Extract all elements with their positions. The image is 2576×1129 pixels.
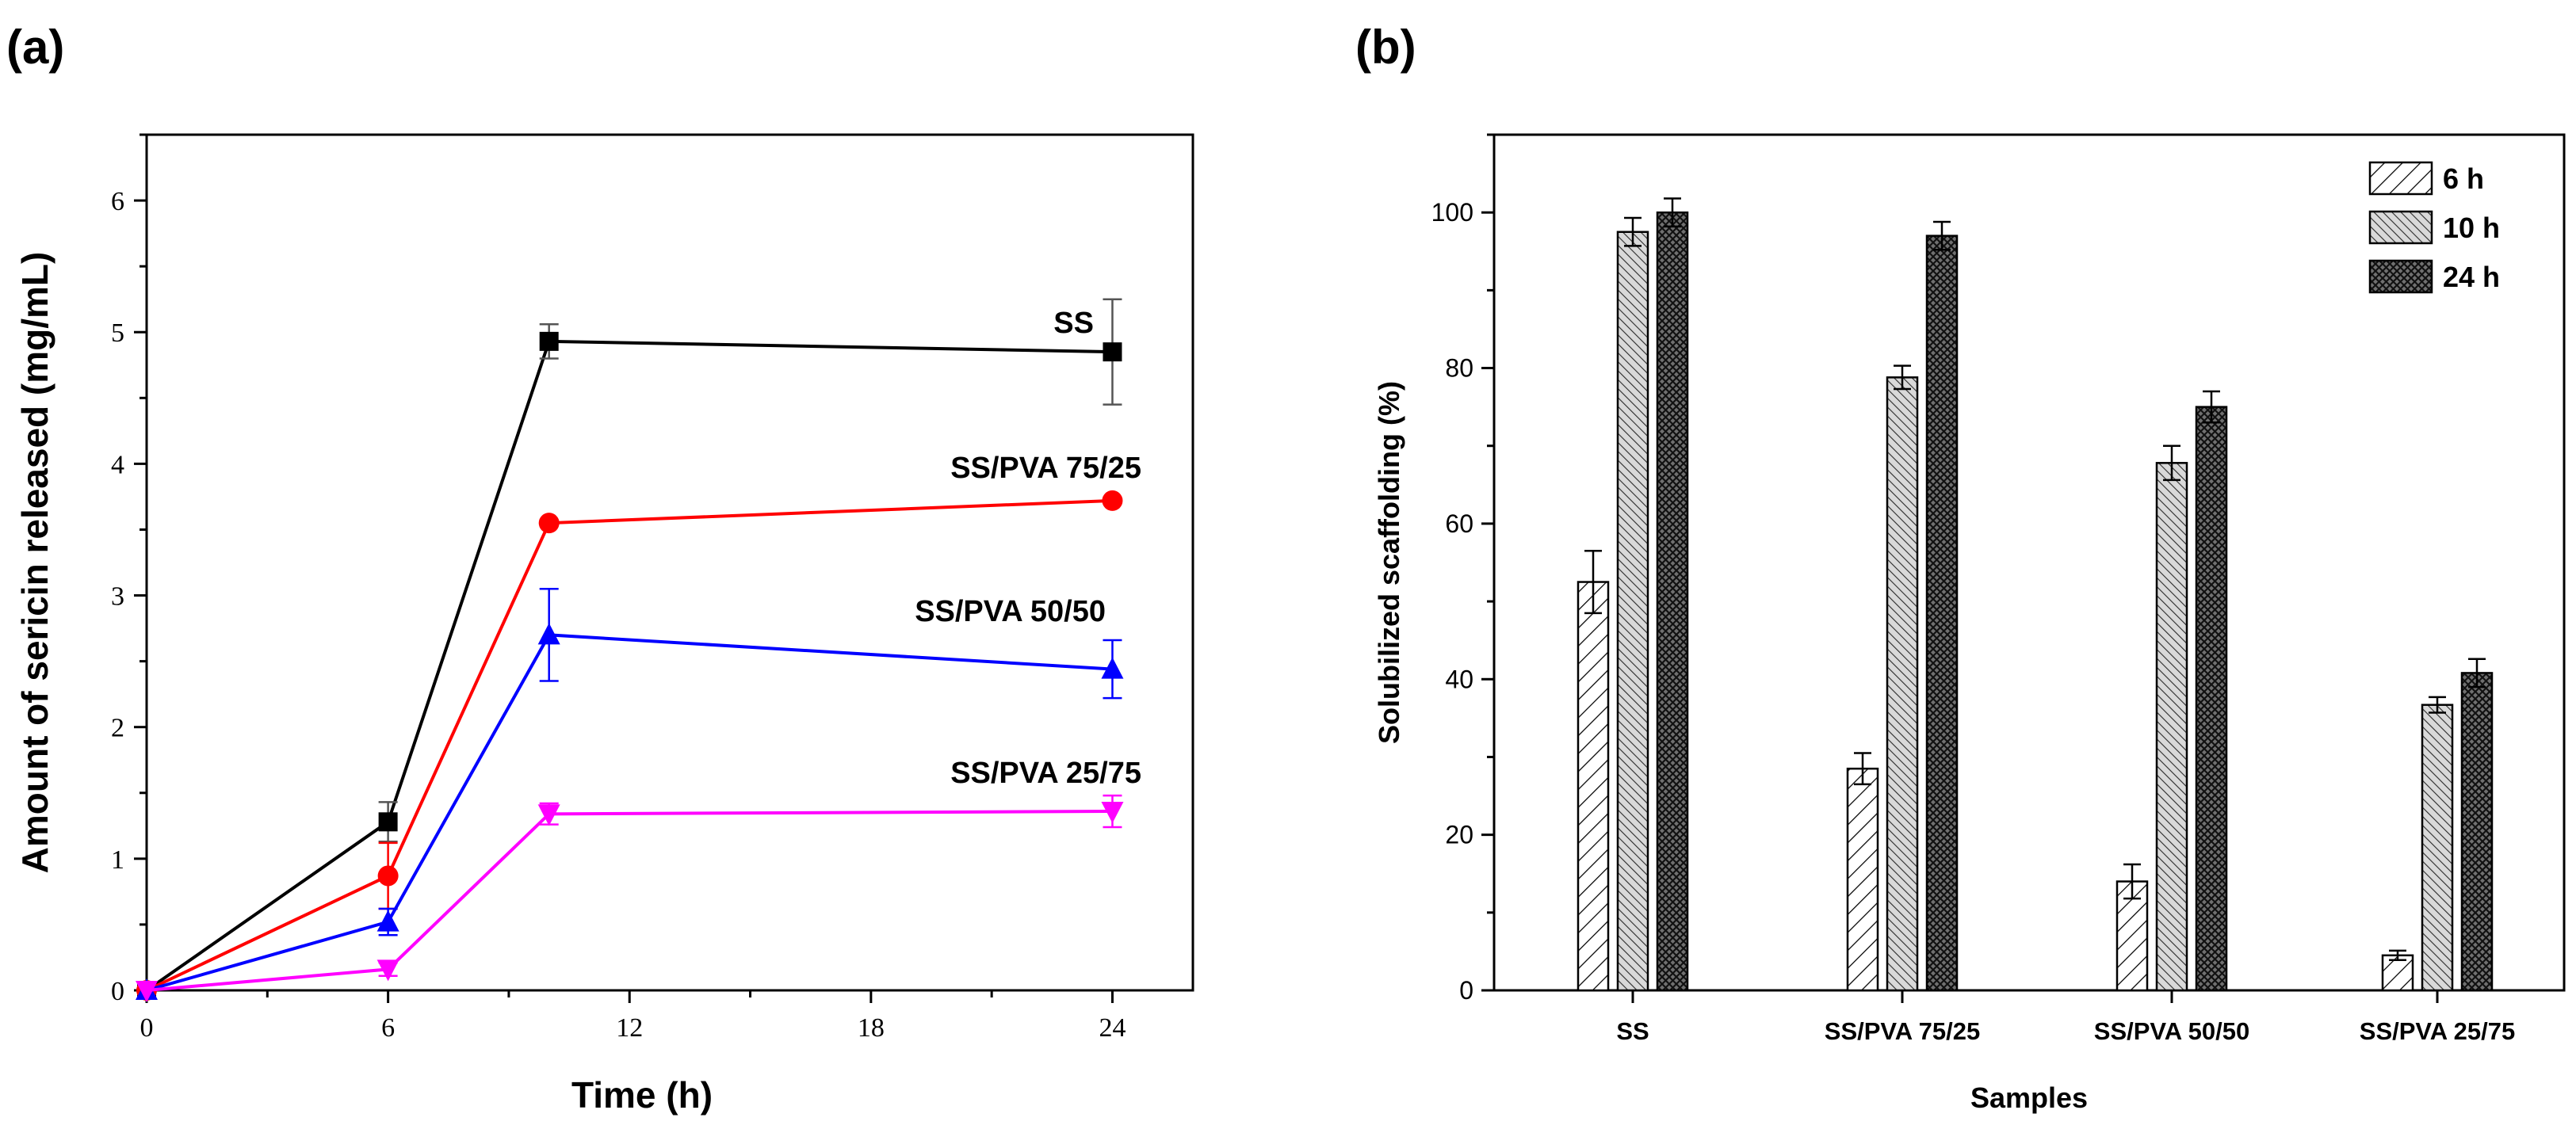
series-line [146, 498, 1113, 992]
bar [2155, 462, 2188, 992]
data-point [537, 623, 560, 645]
data-point [378, 812, 398, 832]
data-point [1103, 342, 1122, 362]
series-line [146, 810, 1113, 992]
y-tick-label-b: 0 [1459, 976, 1473, 1005]
legend-swatch [2368, 210, 2433, 245]
bar [2195, 406, 2228, 992]
data-point [376, 959, 399, 982]
x-tick-label-a: 12 [616, 1013, 643, 1043]
data-point [376, 910, 399, 932]
x-tick-label-a: 24 [1099, 1013, 1126, 1043]
data-point [537, 804, 560, 826]
category-label: SS [1616, 1017, 1649, 1045]
y-tick-label-a: 0 [111, 977, 124, 1006]
series-label: SS/PVA 25/75 [950, 757, 1141, 790]
data-point [136, 981, 158, 1002]
bar [1925, 235, 1959, 992]
bar [2460, 672, 2494, 992]
data-point [1102, 490, 1123, 511]
bar [1577, 581, 1610, 992]
series-label: SS/PVA 50/50 [915, 595, 1106, 628]
panel-b-label: (b) [1355, 21, 1416, 74]
panel-b-axes: 0 20 40 60 80 100 SS SS/PVA 75/25 SS/PVA 50/50 SS… [1431, 133, 2566, 1045]
y-tick-label-b: 60 [1445, 509, 1473, 538]
series-line [146, 633, 1113, 992]
data-point [377, 865, 399, 887]
bar [1656, 211, 1689, 992]
series-label: SS [1053, 307, 1094, 340]
legend: 6 h 10 h 24 h [2368, 161, 2500, 294]
data-point [1101, 802, 1124, 824]
y-tick-label-a: 5 [111, 318, 124, 348]
y-tick-label-a: 6 [111, 187, 124, 216]
data-point [1101, 657, 1124, 679]
y-tick-label-a: 4 [111, 450, 124, 479]
series-3: SS/PVA 25/75 [136, 757, 1141, 1002]
y-tick-label-a: 2 [111, 714, 124, 743]
x-axis-title-a: Time (h) [571, 1074, 713, 1116]
legend-label: 10 h [2443, 212, 2500, 244]
bar [2421, 704, 2454, 992]
bar [1616, 231, 1649, 992]
x-tick-label-a: 18 [858, 1013, 885, 1043]
plot-frame-a [145, 133, 1194, 992]
legend-label: 24 h [2443, 261, 2500, 293]
y-tick-label-b: 100 [1431, 198, 1473, 227]
category-label: SS/PVA 50/50 [2094, 1017, 2249, 1045]
series-1: SS/PVA 75/25 [136, 452, 1141, 1001]
y-tick-label-b: 40 [1445, 665, 1473, 693]
series-2: SS/PVA 50/50 [136, 587, 1124, 1000]
y-tick-label-a: 1 [111, 845, 124, 875]
data-point [538, 513, 560, 534]
panel-b: (b) 0 20 40 60 80 100 SS SS/PVA 75/25 SS/PVA 50/… [1355, 21, 2566, 1114]
series-0: SS [137, 298, 1122, 1000]
legend-swatch [2368, 259, 2433, 294]
legend-label: 6 h [2443, 162, 2484, 195]
y-tick-label-b: 80 [1445, 354, 1473, 383]
plot-frame-b [1492, 133, 2566, 992]
panel-b-bars [1577, 197, 2494, 992]
y-tick-label-b: 20 [1445, 821, 1473, 849]
y-axis-title-a: Amount of sericin released (mg/mL) [14, 252, 55, 874]
x-axis-title-b: Samples [1970, 1081, 2088, 1114]
bar [1886, 376, 1919, 992]
category-label: SS/PVA 75/25 [1825, 1017, 1980, 1045]
series-line [145, 339, 1113, 992]
series-label: SS/PVA 75/25 [950, 452, 1141, 485]
category-label: SS/PVA 25/75 [2360, 1017, 2515, 1045]
y-axis-title-b: Solubilized scaffolding (%) [1373, 381, 1405, 744]
data-point [539, 331, 559, 351]
bar [1846, 767, 1879, 992]
panel-a-series: SS SS/PVA 75/25 SS/PVA 50/50 SS/PVA 25/75 [136, 298, 1141, 1002]
x-tick-label-a: 0 [140, 1013, 154, 1043]
y-tick-label-a: 3 [111, 582, 124, 612]
legend-swatch [2368, 161, 2433, 196]
panel-a-label: (a) [6, 21, 64, 74]
x-tick-label-a: 6 [381, 1013, 395, 1043]
